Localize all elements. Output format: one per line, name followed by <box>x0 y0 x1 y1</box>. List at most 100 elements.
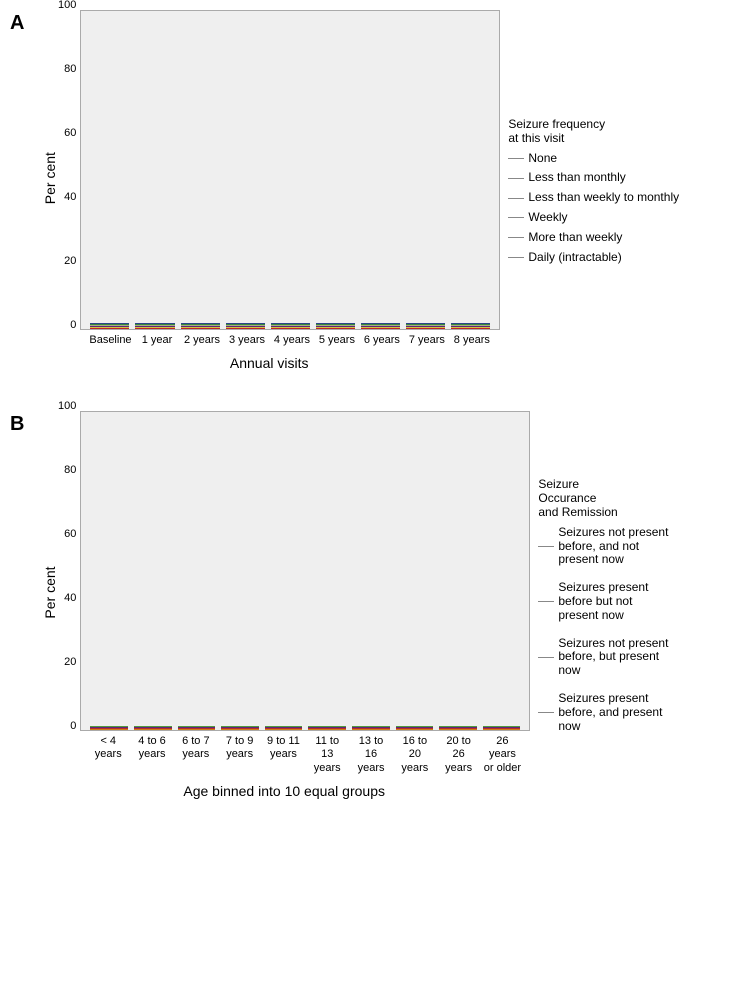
bar-slot <box>90 726 128 730</box>
bar-slot <box>439 726 477 730</box>
x-tick-label: 16 to 20years <box>396 735 434 775</box>
legend-leader-line <box>508 198 524 199</box>
legend-label: More than weekly <box>528 231 622 245</box>
panel-b-y-label: Per cent <box>38 411 58 775</box>
bar-segment <box>265 729 303 730</box>
x-tick-label: 13 to 16years <box>352 735 390 775</box>
legend-leader-line <box>508 178 524 179</box>
figure-container: A Per cent 100806040200 Baseline1 year2 … <box>0 0 750 819</box>
bar-segment <box>181 328 220 329</box>
bar-slot <box>396 726 434 730</box>
bar-segment <box>134 729 172 730</box>
panel-a-bars <box>81 11 499 329</box>
legend-label: Less than weekly to monthly <box>528 191 679 205</box>
stacked-bar <box>265 726 303 730</box>
bar-segment <box>316 328 355 329</box>
legend-item: More than weekly <box>508 231 679 245</box>
legend-item: Weekly <box>508 211 679 225</box>
panel-b-legend: SeizureOccuranceand Remission Seizures no… <box>530 477 668 734</box>
legend-item: Seizures not presentbefore, but presentn… <box>538 637 668 678</box>
bar-slot <box>451 323 490 329</box>
x-tick-label: 6 years <box>362 334 401 347</box>
bar-segment <box>90 729 128 730</box>
legend-label: Seizures presentbefore but notpresent no… <box>558 581 648 622</box>
bar-segment <box>135 328 174 329</box>
legend-leader-line <box>508 158 524 159</box>
panel-a-plot-shell: Per cent 100806040200 Baseline1 year2 ye… <box>38 10 500 347</box>
x-tick-label: 5 years <box>317 334 356 347</box>
legend-label: None <box>528 152 557 166</box>
stacked-bar <box>316 323 355 329</box>
stacked-bar <box>90 323 129 329</box>
stacked-bar <box>451 323 490 329</box>
bar-slot <box>135 323 174 329</box>
panel-a-body: Per cent 100806040200 Baseline1 year2 ye… <box>38 10 679 371</box>
x-tick-label: 26yearsor older <box>484 735 522 775</box>
x-tick-label: 8 years <box>452 334 491 347</box>
bar-segment <box>406 328 445 329</box>
bar-segment <box>178 729 216 730</box>
legend-leader-line <box>508 217 524 218</box>
legend-label: Seizures presentbefore, and presentnow <box>558 692 662 733</box>
bar-slot <box>90 323 129 329</box>
bar-segment <box>451 328 490 329</box>
stacked-bar <box>352 726 390 730</box>
stacked-bar <box>135 323 174 329</box>
legend-leader-line <box>538 601 554 602</box>
bar-slot <box>265 726 303 730</box>
stacked-bar <box>226 323 265 329</box>
panel-a-x-ticks: Baseline1 year2 years3 years4 years5 yea… <box>80 330 500 347</box>
bar-segment <box>361 328 400 329</box>
x-tick-label: 4 to 6years <box>133 735 171 775</box>
bar-slot <box>226 323 265 329</box>
x-tick-label: Baseline <box>89 334 131 347</box>
x-tick-label: 20 to 26years <box>440 735 478 775</box>
bar-slot <box>221 726 259 730</box>
x-tick-label: 6 to 7years <box>177 735 215 775</box>
bar-slot <box>406 323 445 329</box>
bar-segment <box>271 328 310 329</box>
panel-b-bars <box>81 412 529 730</box>
bar-segment <box>226 328 265 329</box>
bar-segment <box>483 729 521 730</box>
legend-item: Seizures presentbefore, and presentnow <box>538 692 668 733</box>
bar-segment <box>90 328 129 329</box>
legend-item: Seizures presentbefore but notpresent no… <box>538 581 668 622</box>
legend-item: Seizures not presentbefore, and notprese… <box>538 526 668 567</box>
legend-item: Less than weekly to monthly <box>508 191 679 205</box>
stacked-bar <box>406 323 445 329</box>
stacked-bar <box>90 726 128 730</box>
panel-a-chart-wrap: Per cent 100806040200 Baseline1 year2 ye… <box>38 10 500 371</box>
bar-slot <box>178 726 216 730</box>
panel-b-body: Per cent 100806040200 < 4years4 to 6year… <box>38 411 668 799</box>
bar-slot <box>271 323 310 329</box>
legend-label: Daily (intractable) <box>528 251 621 265</box>
bar-slot <box>134 726 172 730</box>
legend-item: Daily (intractable) <box>508 251 679 265</box>
bar-segment <box>308 729 346 730</box>
stacked-bar <box>181 323 220 329</box>
stacked-bar <box>439 726 477 730</box>
bar-slot <box>352 726 390 730</box>
x-tick-label: 9 to 11years <box>265 735 303 775</box>
panel-a-y-label: Per cent <box>38 10 58 347</box>
panel-a-x-label: Annual visits <box>230 355 309 371</box>
panel-b-label: B <box>10 411 38 436</box>
panel-b-plot-area <box>80 411 530 731</box>
panel-b-row: B Per cent 100806040200 < 4years4 to 6ye… <box>10 411 740 799</box>
stacked-bar <box>308 726 346 730</box>
x-tick-label: < 4years <box>89 735 127 775</box>
legend-leader-line <box>508 257 524 258</box>
stacked-bar <box>396 726 434 730</box>
x-tick-label: 7 to 9years <box>221 735 259 775</box>
legend-label: Less than monthly <box>528 171 625 185</box>
legend-item: Less than monthly <box>508 171 679 185</box>
stacked-bar <box>361 323 400 329</box>
panel-b-x-label: Age binned into 10 equal groups <box>183 783 385 799</box>
bar-slot <box>361 323 400 329</box>
x-tick-label: 2 years <box>183 334 222 347</box>
stacked-bar <box>178 726 216 730</box>
legend-title: SeizureOccuranceand Remission <box>538 477 668 520</box>
stacked-bar <box>134 726 172 730</box>
panel-b-x-ticks: < 4years4 to 6years6 to 7years7 to 9year… <box>80 731 530 775</box>
